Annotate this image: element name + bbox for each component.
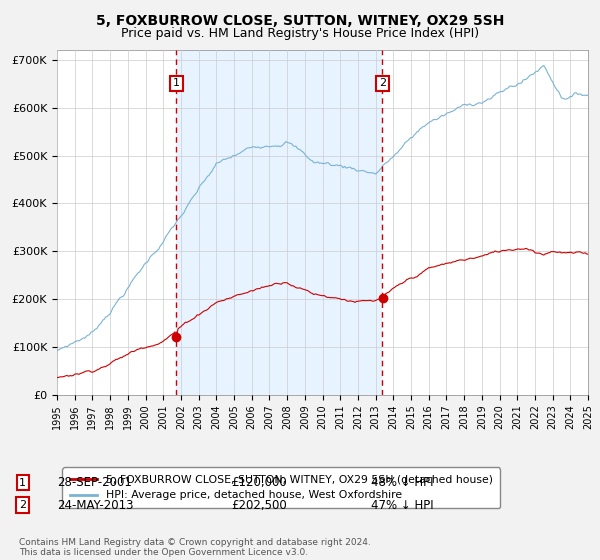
Text: 2: 2: [19, 500, 26, 510]
Text: 48% ↓ HPI: 48% ↓ HPI: [371, 476, 433, 489]
Legend: 5, FOXBURROW CLOSE, SUTTON, WITNEY, OX29 5SH (detached house), HPI: Average pric: 5, FOXBURROW CLOSE, SUTTON, WITNEY, OX29…: [62, 468, 500, 508]
Text: £120,000: £120,000: [231, 476, 287, 489]
Text: Contains HM Land Registry data © Crown copyright and database right 2024.
This d: Contains HM Land Registry data © Crown c…: [19, 538, 371, 557]
Text: 2: 2: [379, 78, 386, 88]
Text: 1: 1: [173, 78, 180, 88]
Bar: [176, 50, 382, 395]
Text: 47% ↓ HPI: 47% ↓ HPI: [371, 498, 433, 512]
Text: Price paid vs. HM Land Registry's House Price Index (HPI): Price paid vs. HM Land Registry's House …: [121, 27, 479, 40]
Text: 28-SEP-2001: 28-SEP-2001: [57, 476, 132, 489]
Text: 24-MAY-2013: 24-MAY-2013: [57, 498, 133, 512]
Text: 5, FOXBURROW CLOSE, SUTTON, WITNEY, OX29 5SH: 5, FOXBURROW CLOSE, SUTTON, WITNEY, OX29…: [96, 14, 504, 28]
Text: £202,500: £202,500: [231, 498, 287, 512]
Text: 1: 1: [19, 478, 26, 488]
